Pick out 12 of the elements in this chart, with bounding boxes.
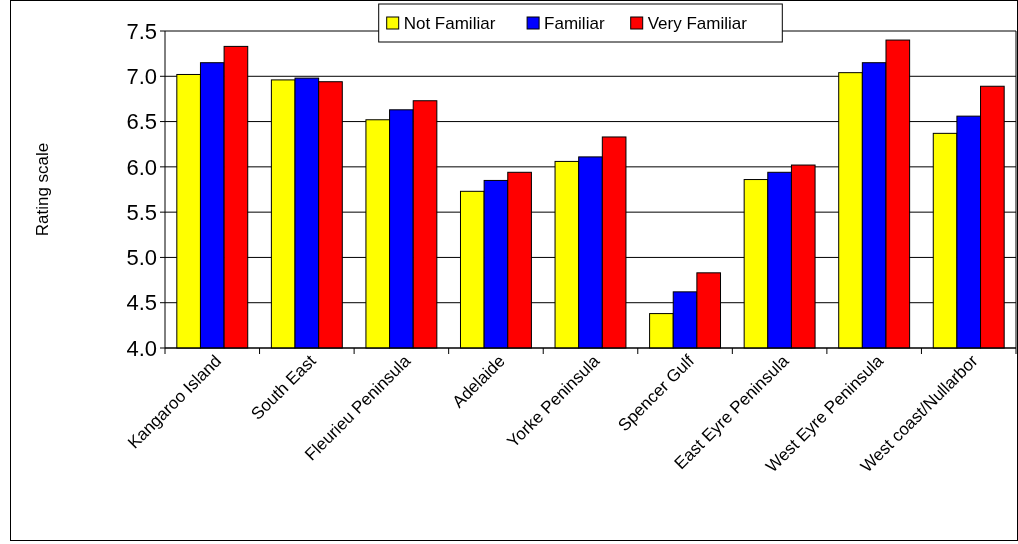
y-axis-title: Rating scale — [33, 142, 52, 237]
legend-label: Not Familiar — [403, 13, 496, 33]
y-tick-label: 4.0 — [126, 335, 157, 361]
legend-label: Familiar — [544, 13, 605, 33]
y-tick-label: 5.5 — [126, 199, 157, 225]
y-tick-label: 7.5 — [126, 18, 157, 44]
y-tick-label: 4.5 — [126, 290, 157, 316]
y-tick-label: 7.0 — [126, 63, 157, 89]
legend-label: Very Familiar — [647, 13, 748, 33]
y-tick-label: 6.5 — [126, 109, 157, 135]
y-tick-label: 6.0 — [126, 154, 157, 180]
y-tick-label: 5.0 — [126, 245, 157, 271]
